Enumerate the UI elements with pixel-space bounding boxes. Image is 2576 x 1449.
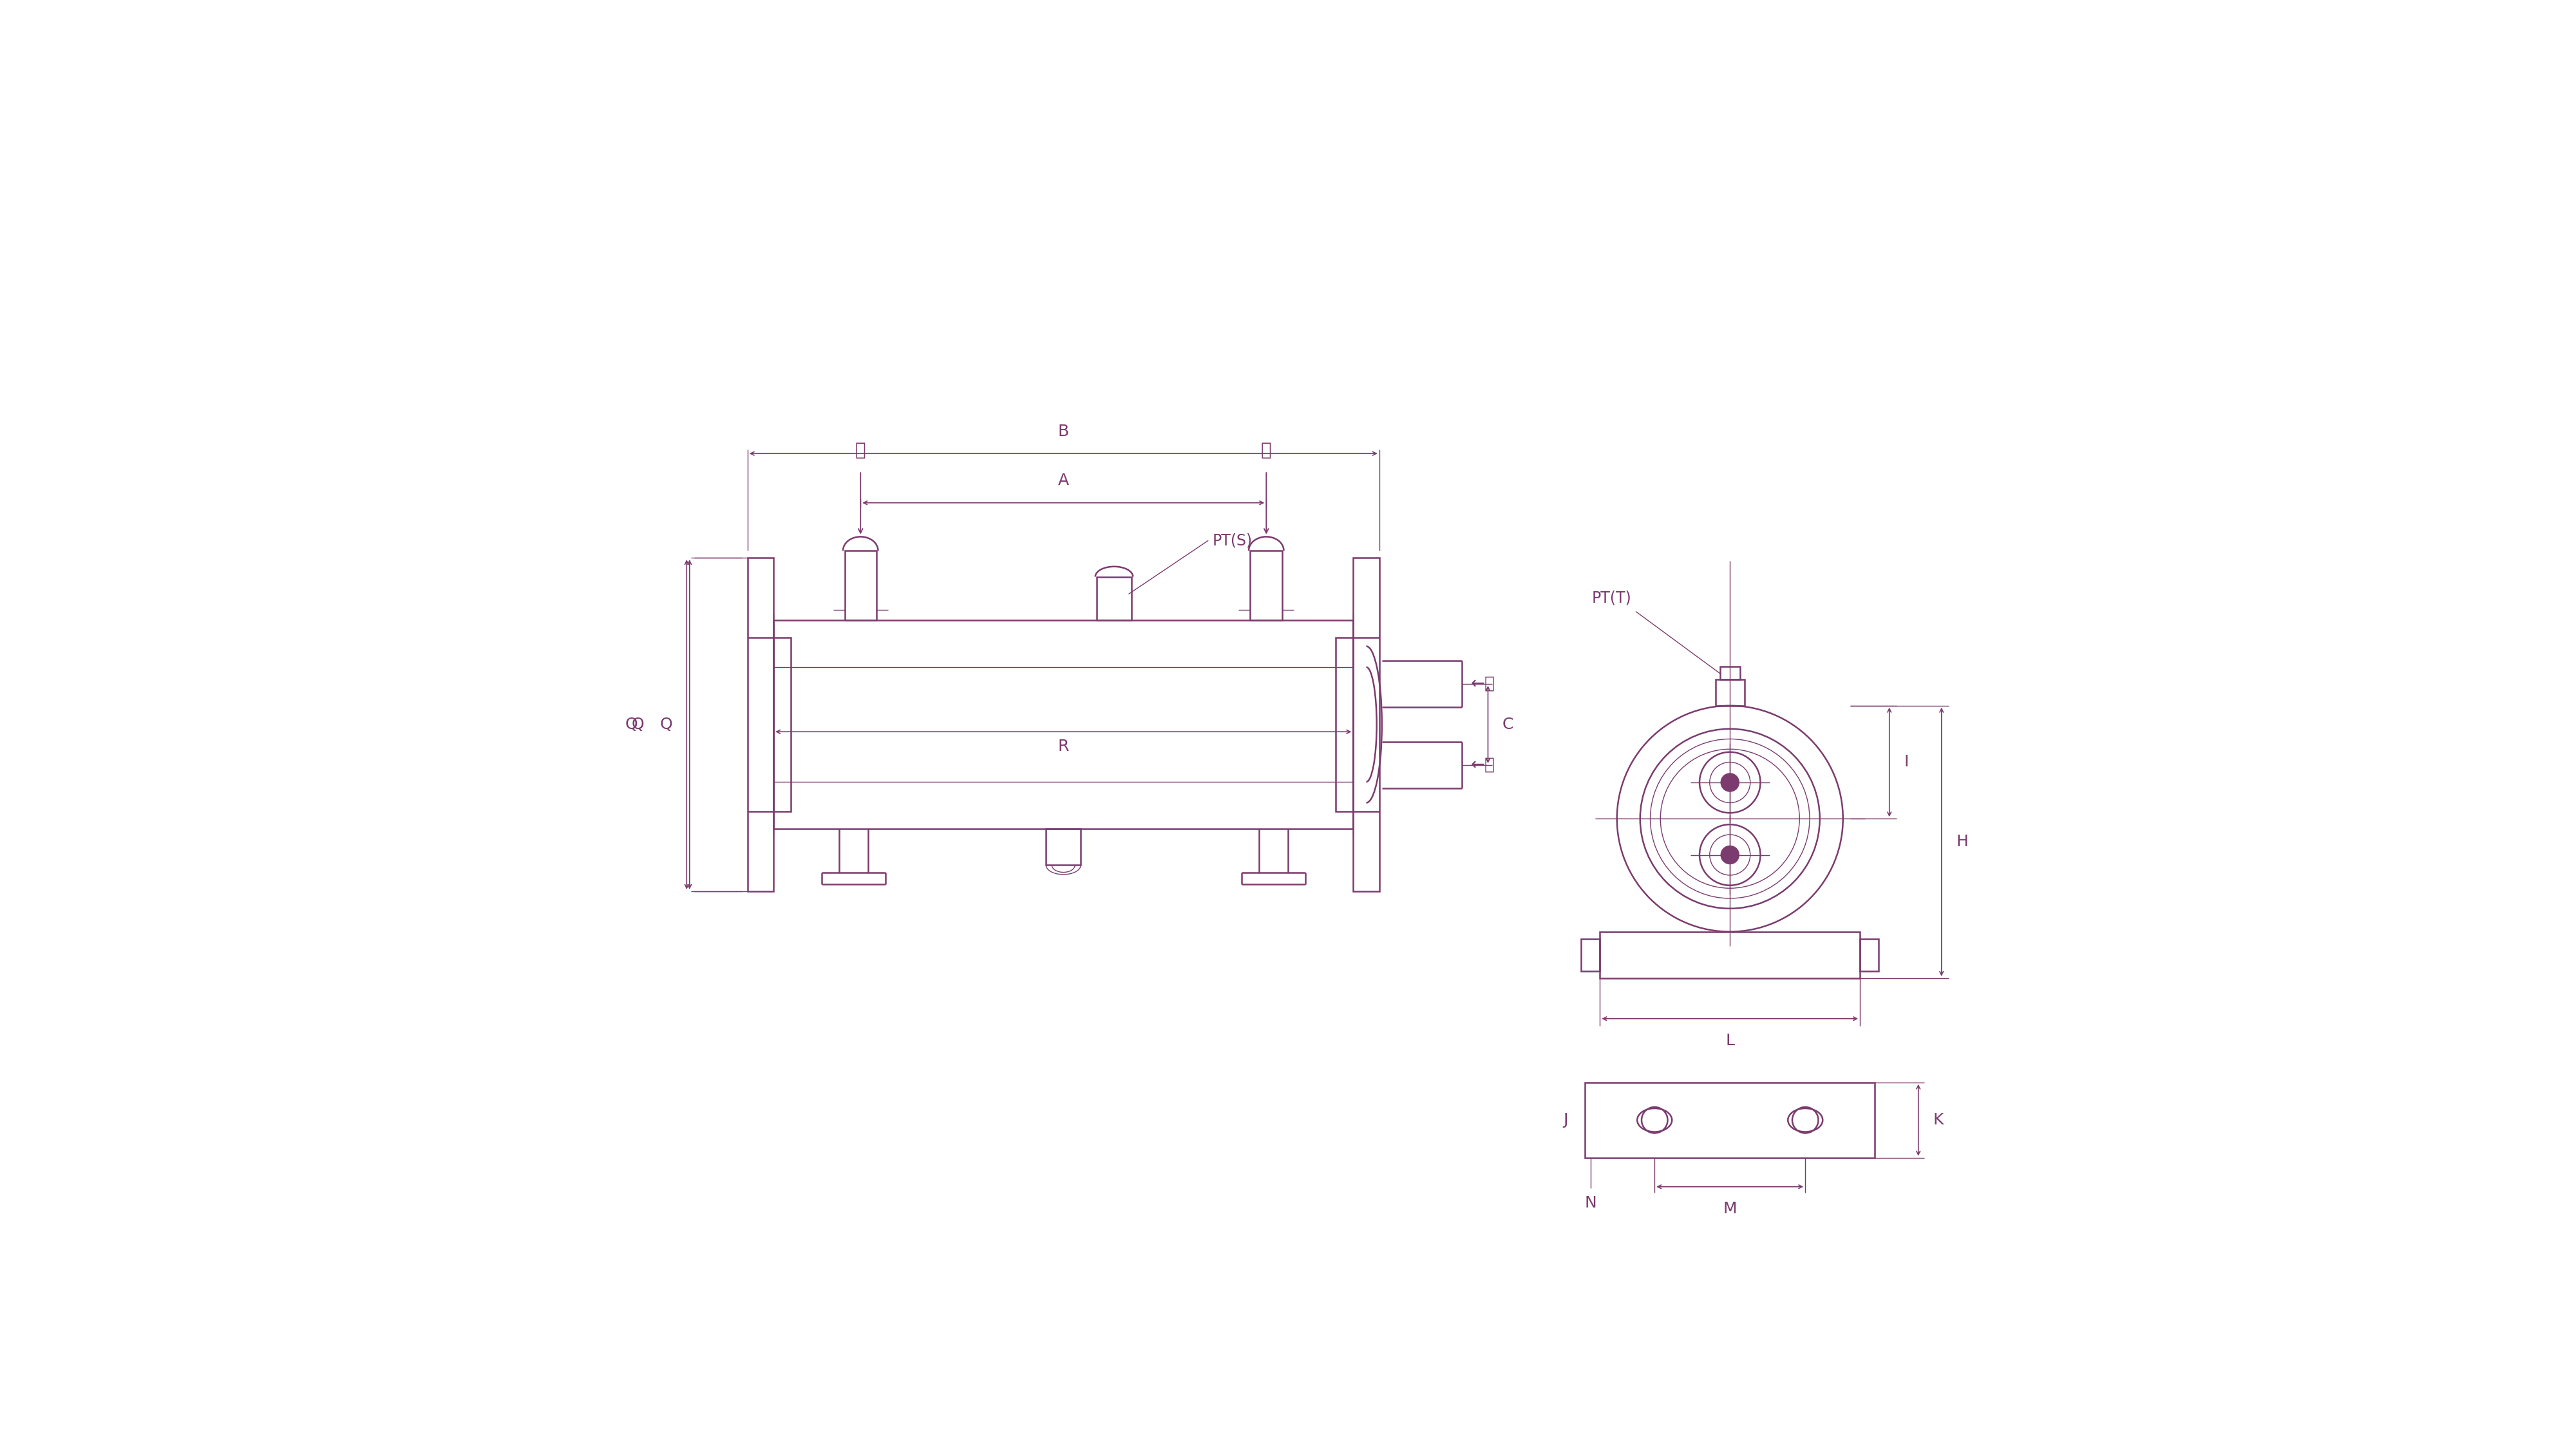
Text: M: M bbox=[1723, 1201, 1736, 1217]
Text: H: H bbox=[1955, 835, 1968, 849]
Bar bbox=[1860, 939, 1878, 971]
Bar bbox=[1046, 829, 1082, 865]
Text: K: K bbox=[1932, 1113, 1942, 1127]
Text: A: A bbox=[1059, 472, 1069, 488]
Circle shape bbox=[1721, 774, 1739, 791]
Text: ←水: ←水 bbox=[1471, 756, 1494, 774]
Text: B: B bbox=[1059, 423, 1069, 439]
Text: PT(S): PT(S) bbox=[1213, 533, 1252, 548]
Bar bbox=[773, 638, 791, 811]
Text: R: R bbox=[1059, 739, 1069, 755]
Text: L: L bbox=[1726, 1033, 1734, 1049]
Circle shape bbox=[1721, 846, 1739, 864]
Text: Q: Q bbox=[631, 717, 644, 732]
Bar bbox=[773, 620, 1352, 829]
Text: C: C bbox=[1502, 717, 1515, 732]
Bar bbox=[1721, 667, 1741, 680]
Bar bbox=[1716, 680, 1744, 706]
Text: I: I bbox=[1904, 755, 1909, 769]
Bar bbox=[1584, 1082, 1875, 1158]
Bar bbox=[1097, 577, 1131, 620]
Bar bbox=[1337, 638, 1352, 811]
Text: N: N bbox=[1584, 1195, 1597, 1211]
Text: Q: Q bbox=[659, 717, 672, 732]
Bar bbox=[845, 551, 876, 620]
Bar bbox=[1249, 551, 1283, 620]
Bar bbox=[1352, 558, 1378, 891]
Bar bbox=[1582, 939, 1600, 971]
Text: ←水: ←水 bbox=[1471, 675, 1494, 693]
Text: 油: 油 bbox=[855, 442, 866, 459]
Text: Q: Q bbox=[626, 717, 639, 732]
Text: PT(T): PT(T) bbox=[1592, 590, 1631, 606]
Text: J: J bbox=[1564, 1113, 1569, 1127]
Bar bbox=[747, 558, 773, 891]
Text: 油: 油 bbox=[1260, 442, 1273, 459]
Bar bbox=[1600, 932, 1860, 978]
